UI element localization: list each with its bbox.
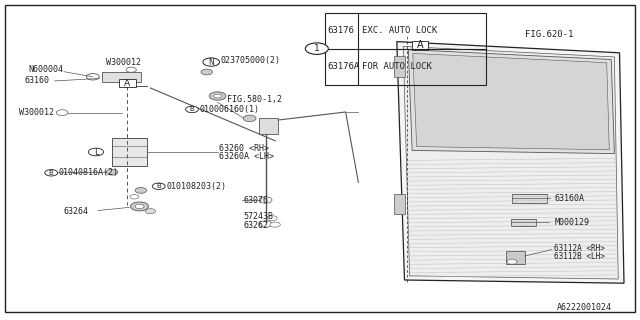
Circle shape bbox=[186, 106, 198, 113]
Polygon shape bbox=[413, 53, 609, 150]
Text: 1: 1 bbox=[314, 44, 319, 53]
Circle shape bbox=[86, 74, 99, 80]
Bar bbox=[394, 56, 405, 77]
Bar bbox=[394, 194, 405, 214]
Text: 57243B: 57243B bbox=[243, 212, 273, 221]
Text: B: B bbox=[156, 183, 161, 189]
Bar bbox=[506, 251, 525, 264]
Text: EXC. AUTO LOCK: EXC. AUTO LOCK bbox=[362, 26, 437, 35]
Circle shape bbox=[267, 216, 277, 221]
Circle shape bbox=[209, 92, 226, 100]
Text: 63176: 63176 bbox=[328, 26, 355, 35]
Circle shape bbox=[507, 259, 517, 264]
FancyBboxPatch shape bbox=[412, 41, 428, 50]
Text: FIG.580-1,2: FIG.580-1,2 bbox=[227, 95, 282, 104]
Circle shape bbox=[56, 110, 68, 116]
Circle shape bbox=[152, 183, 165, 189]
Text: 63176A: 63176A bbox=[328, 62, 360, 71]
Text: A: A bbox=[417, 40, 423, 51]
Circle shape bbox=[45, 170, 58, 176]
Bar bbox=[511, 219, 536, 226]
Text: 63260 <RH>: 63260 <RH> bbox=[219, 144, 269, 153]
Polygon shape bbox=[408, 50, 614, 154]
Circle shape bbox=[259, 197, 272, 203]
Text: 63160A: 63160A bbox=[555, 194, 585, 203]
Text: 63112B <LH>: 63112B <LH> bbox=[554, 252, 604, 261]
Text: FOR AUTO LOCK: FOR AUTO LOCK bbox=[362, 62, 431, 71]
Text: A: A bbox=[124, 79, 131, 88]
Bar bbox=[512, 194, 547, 203]
Text: 63112A <RH>: 63112A <RH> bbox=[554, 244, 604, 253]
Polygon shape bbox=[397, 42, 624, 283]
Polygon shape bbox=[403, 46, 618, 279]
Circle shape bbox=[131, 202, 148, 211]
Circle shape bbox=[203, 58, 220, 66]
Text: 63076: 63076 bbox=[243, 196, 268, 204]
Circle shape bbox=[135, 188, 147, 193]
Circle shape bbox=[214, 94, 221, 98]
Text: N: N bbox=[209, 58, 214, 67]
Text: 63264: 63264 bbox=[64, 207, 89, 216]
Text: W300012: W300012 bbox=[106, 58, 141, 67]
Circle shape bbox=[259, 221, 272, 227]
FancyBboxPatch shape bbox=[119, 79, 136, 87]
Text: B: B bbox=[189, 107, 195, 112]
Circle shape bbox=[243, 115, 256, 122]
Text: 63262: 63262 bbox=[243, 221, 268, 230]
Circle shape bbox=[305, 43, 328, 54]
Text: B: B bbox=[49, 170, 54, 176]
Text: 023705000(2): 023705000(2) bbox=[220, 56, 280, 65]
Circle shape bbox=[145, 209, 156, 214]
Text: 01040816A(2): 01040816A(2) bbox=[59, 168, 119, 177]
Text: 63260A <LH>: 63260A <LH> bbox=[219, 152, 274, 161]
Circle shape bbox=[126, 67, 136, 72]
Text: L: L bbox=[93, 148, 99, 156]
Bar bbox=[112, 138, 147, 166]
Text: FIG.620-1: FIG.620-1 bbox=[525, 30, 573, 39]
Bar bbox=[102, 72, 141, 82]
Bar bbox=[259, 118, 278, 134]
Circle shape bbox=[88, 148, 104, 156]
Circle shape bbox=[270, 222, 280, 227]
Text: 63160: 63160 bbox=[24, 76, 49, 85]
Text: 010006160(1): 010006160(1) bbox=[200, 105, 260, 114]
Circle shape bbox=[106, 169, 118, 175]
Text: W300012: W300012 bbox=[19, 108, 54, 117]
Text: A6222001024: A6222001024 bbox=[557, 303, 612, 312]
Circle shape bbox=[130, 195, 139, 199]
Text: N600004: N600004 bbox=[29, 65, 64, 74]
Text: M000129: M000129 bbox=[555, 218, 590, 227]
Circle shape bbox=[201, 69, 212, 75]
Text: 010108203(2): 010108203(2) bbox=[166, 182, 227, 191]
Bar bbox=[325, 13, 486, 85]
Circle shape bbox=[135, 204, 144, 209]
